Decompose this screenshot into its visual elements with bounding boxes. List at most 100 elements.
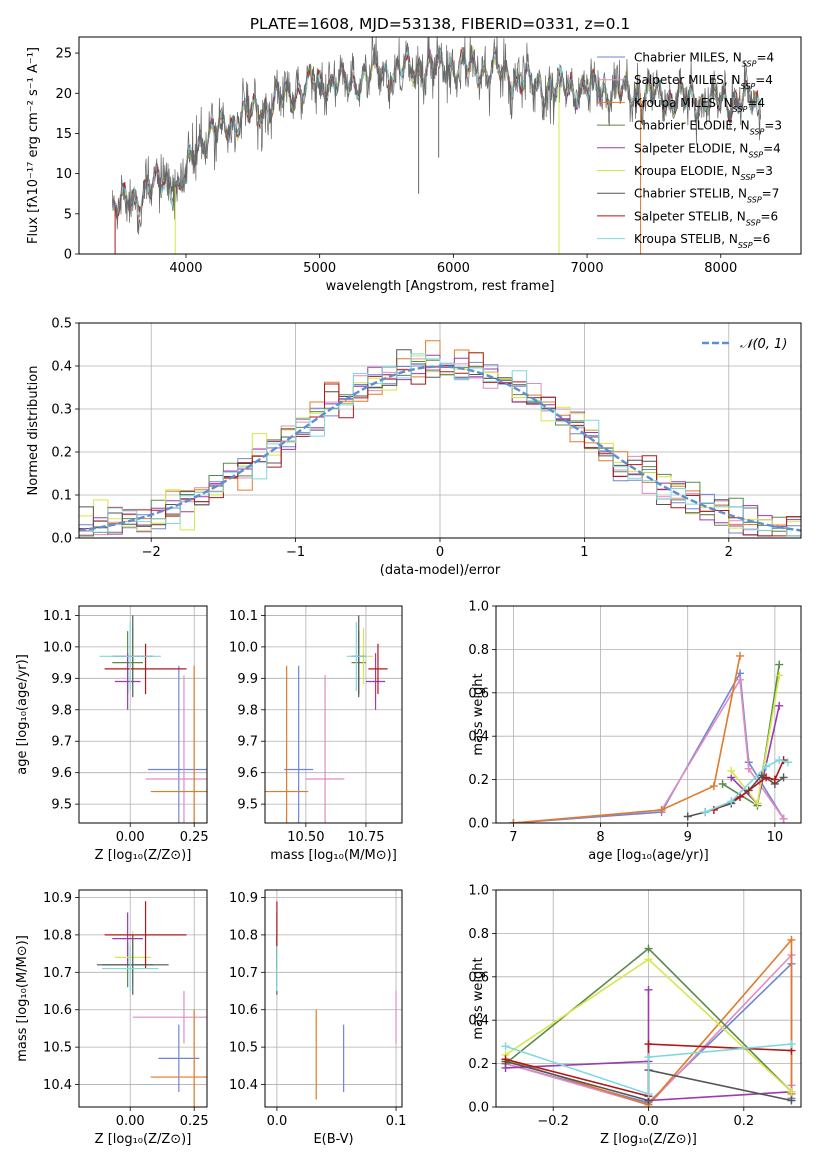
legend-eq: =	[755, 73, 765, 87]
weight-line-kroupa-miles	[505, 937, 793, 1106]
legend-text: Chabrier ELODIE, N	[634, 119, 750, 133]
weight-marker	[736, 792, 744, 801]
x-tick-label: 5000	[303, 261, 336, 276]
y-tick-label: 10.4	[43, 1078, 72, 1093]
x-tick-label: −1	[286, 545, 305, 560]
x-axis-label: mass [log₁₀(M/M⊙)]	[270, 848, 397, 863]
y-tick-label: 10	[55, 167, 72, 182]
legend-subscript: SSP	[741, 173, 756, 182]
panel-age-vs-mass: 10.50 10.75 9.5 9.6 9.7 9.8 9.9 10.0 10.1 mass [l…	[229, 605, 403, 863]
y-axis-label: mass [log₁₀(M/M⊙)]	[15, 935, 30, 1062]
x-tick-label: 0.25	[180, 830, 209, 845]
x-tick-label: 2	[725, 545, 733, 560]
y-axis-label: mass weight	[471, 957, 486, 1039]
weight-marker	[727, 766, 736, 775]
legend-n: 6	[763, 232, 771, 246]
plot-content	[99, 615, 207, 823]
x-axis-label: wavelength [Angstrom, rest frame]	[326, 279, 555, 294]
weight-marker	[783, 758, 792, 767]
weight-marker	[727, 797, 736, 806]
plot-area	[496, 606, 801, 823]
x-tick-label: 6000	[437, 261, 470, 276]
plot-content	[96, 901, 207, 1107]
x-tick-label: 0	[436, 545, 444, 560]
legend-n: 3	[774, 119, 782, 133]
legend-text: Salpeter MILES, N	[634, 73, 741, 87]
legend-eq: =	[755, 164, 765, 178]
legend-text: Chabrier STELIB, N	[634, 187, 747, 201]
x-axis-label: E(B-V)	[313, 1132, 353, 1147]
x-tick-label: 8	[596, 830, 604, 845]
y-tick-label: 10.5	[43, 1041, 72, 1056]
y-tick-label: 0.0	[468, 1101, 489, 1116]
weight-marker	[775, 671, 784, 680]
weight-marker	[787, 1087, 796, 1096]
weight-marker	[701, 808, 710, 817]
weight-marker	[644, 955, 653, 964]
axes-frame	[264, 889, 403, 1108]
panel-residuals: −2 −1 0 1 2 0.0 0.1 0.2 0.3 0.4 0.5 (data-model)/er…	[26, 317, 802, 578]
x-axis-label: Z [log₁₀(Z/Z⊙)]	[95, 1132, 192, 1147]
legend-n: 4	[773, 141, 781, 155]
figure-title: PLATE=1608, MJD=53138, FIBERID=0331, z=0…	[250, 15, 631, 33]
panel-age-vs-Z: 0.00 0.25 9.5 9.6 9.7 9.8 9.9 10.0 10.1 Z [log₁₀(…	[15, 605, 209, 863]
weight-marker	[736, 675, 744, 684]
x-axis-label: (data-model)/error	[380, 563, 501, 578]
weight-marker	[501, 1042, 510, 1051]
legend-label: Chabrier ELODIE, NSSP=3	[634, 119, 782, 137]
weight-line-kroupa-miles	[513, 655, 741, 823]
legend-eq: =	[753, 232, 763, 246]
x-tick-label: 0.0	[267, 1114, 288, 1129]
legend-text: Kroupa STELIB, N	[634, 232, 738, 246]
axes-frame	[495, 889, 802, 1108]
y-axis-label: age [log₁₀(age/yr)]	[15, 654, 30, 775]
x-axis-label: Z [log₁₀(Z/Z⊙)]	[95, 848, 192, 863]
legend-eq: =	[763, 141, 773, 155]
y-tick-label: 9.8	[237, 703, 258, 718]
y-axis-label: Normed distribution	[26, 366, 41, 496]
histogram-kroupa-stelib	[79, 353, 801, 538]
weight-marker	[644, 985, 653, 994]
legend-text: Salpeter STELIB, N	[634, 209, 746, 223]
plot-content	[276, 901, 397, 1100]
x-tick-label: 0.25	[180, 1114, 209, 1129]
x-tick-label: 8000	[704, 261, 737, 276]
weight-marker	[509, 819, 518, 823]
weight-marker	[787, 1040, 796, 1049]
panel-mass-vs-Z: 0.00 0.25 10.4 10.5 10.6 10.7 10.8 10.9 Z [log₁₀…	[15, 889, 209, 1147]
y-tick-label: 9.9	[51, 672, 72, 687]
legend-label: 𝒩(0, 1)	[740, 337, 787, 352]
legend-label: Salpeter STELIB, NSSP=6	[634, 209, 778, 227]
y-tick-label: 0.2	[51, 446, 72, 461]
weight-marker	[657, 805, 666, 814]
weight-marker	[757, 771, 766, 780]
y-tick-label: 1.0	[468, 884, 489, 899]
y-tick-label: 10.7	[43, 966, 72, 981]
axes-frame	[78, 322, 802, 539]
x-tick-label: 0.2	[733, 1114, 754, 1129]
y-tick-label: 9.9	[237, 672, 258, 687]
legend-label: Kroupa MILES, NSSP=4	[634, 96, 765, 114]
x-tick-label: −2	[142, 545, 161, 560]
y-tick-label: 10.8	[43, 928, 72, 943]
y-tick-label: 10.8	[229, 928, 258, 943]
legend-eq: =	[756, 51, 766, 65]
plot-content	[79, 340, 801, 538]
y-tick-label: 10.5	[229, 1041, 258, 1056]
plot-area	[79, 890, 207, 1107]
x-axis-label: age [log₁₀(age/yr)]	[588, 848, 709, 863]
y-tick-label: 10.4	[229, 1078, 258, 1093]
legend-n: 3	[765, 164, 773, 178]
legend-eq: =	[764, 119, 774, 133]
weight-marker	[762, 762, 771, 771]
y-tick-label: 0.3	[51, 403, 72, 418]
axes-frame	[78, 889, 208, 1108]
legend: 𝒩(0, 1)	[702, 337, 787, 352]
weight-marker	[718, 779, 727, 788]
x-tick-label: 10.50	[287, 830, 324, 845]
legend-label: Chabrier STELIB, NSSP=7	[634, 187, 779, 205]
y-tick-label: 0.2	[468, 773, 489, 788]
legend-label: Salpeter MILES, NSSP=4	[634, 73, 773, 91]
